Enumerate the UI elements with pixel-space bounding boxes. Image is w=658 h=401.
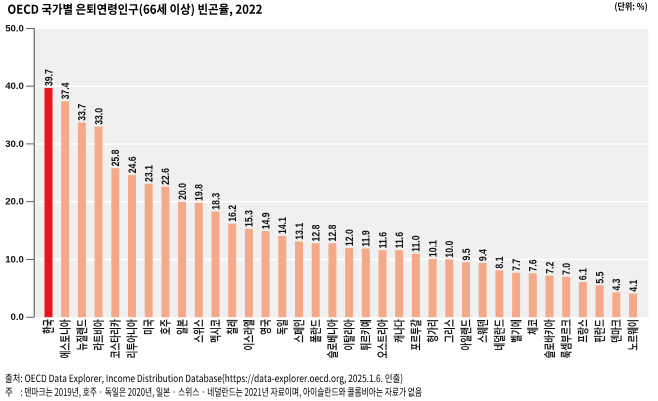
svg-text:40.0: 40.0 [5, 81, 24, 92]
svg-text:6.1: 6.1 [578, 268, 590, 281]
svg-text:30.0: 30.0 [5, 139, 24, 150]
svg-text:14.1: 14.1 [277, 217, 289, 234]
svg-text:23.1: 23.1 [144, 165, 156, 182]
svg-text:8.1: 8.1 [494, 256, 506, 269]
svg-text:13.1: 13.1 [294, 222, 306, 239]
svg-text:5.5: 5.5 [595, 271, 607, 284]
svg-text:7.2: 7.2 [545, 262, 557, 274]
svg-text:9.5: 9.5 [461, 248, 473, 261]
svg-text:20.0: 20.0 [5, 197, 24, 208]
svg-text:11.9: 11.9 [361, 230, 373, 247]
svg-text:33.7: 33.7 [77, 104, 89, 121]
svg-text:7.0: 7.0 [561, 263, 573, 275]
svg-text:11.6: 11.6 [394, 231, 406, 248]
svg-text:15.3: 15.3 [244, 210, 256, 227]
svg-text:12.8: 12.8 [327, 224, 339, 241]
svg-text:12.8: 12.8 [311, 224, 323, 241]
svg-text:10.0: 10.0 [444, 241, 456, 258]
svg-text:50.0: 50.0 [5, 23, 24, 34]
svg-text:10.0: 10.0 [5, 254, 24, 265]
svg-text:4.1: 4.1 [628, 279, 640, 292]
svg-text:14.9: 14.9 [261, 212, 273, 229]
svg-text:10.1: 10.1 [428, 240, 440, 257]
svg-text:7.6: 7.6 [528, 259, 540, 272]
svg-text:33.0: 33.0 [94, 108, 106, 125]
svg-text:37.4: 37.4 [60, 82, 72, 99]
svg-text:16.2: 16.2 [227, 205, 239, 222]
svg-text:19.8: 19.8 [194, 184, 206, 201]
svg-text:20.0: 20.0 [177, 183, 189, 200]
svg-text:11.0: 11.0 [411, 235, 423, 251]
svg-text:11.6: 11.6 [378, 231, 390, 248]
svg-text:22.6: 22.6 [160, 167, 172, 184]
svg-text:9.4: 9.4 [478, 248, 490, 261]
svg-text:18.3: 18.3 [211, 192, 223, 209]
svg-text:0.0: 0.0 [11, 312, 24, 323]
svg-text:12.0: 12.0 [344, 229, 356, 246]
svg-text:25.8: 25.8 [110, 149, 122, 166]
svg-text:7.7: 7.7 [511, 259, 523, 271]
svg-text:24.6: 24.6 [127, 156, 139, 173]
svg-text:4.3: 4.3 [611, 278, 623, 291]
svg-text:39.7: 39.7 [44, 69, 56, 86]
